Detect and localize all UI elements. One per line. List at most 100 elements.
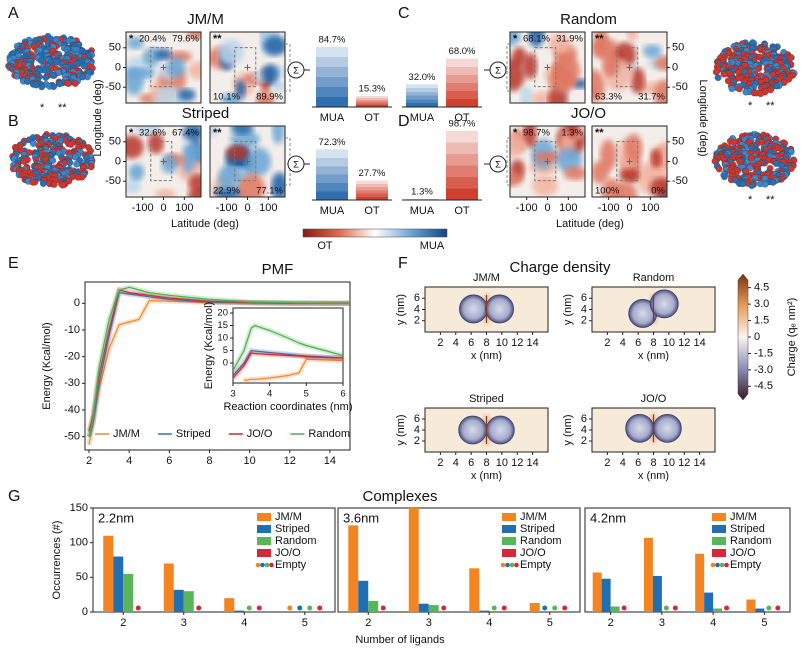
map-region: [234, 47, 257, 88]
x-tick-label: 12: [678, 337, 690, 349]
y-tick-label: 0: [223, 358, 228, 369]
map-blob: [651, 150, 662, 169]
y-tick-label: 5: [223, 345, 228, 356]
legend-dot: [500, 562, 506, 568]
chart-title: Charge density: [510, 259, 611, 276]
map-x-tick-label: 100: [559, 202, 577, 214]
legend-swatch: [502, 525, 516, 533]
ligand: [30, 140, 37, 147]
empty-dot: [246, 605, 252, 611]
plot-area: [232, 307, 344, 384]
empty-dot: [317, 605, 323, 611]
x-tick-label: 2: [437, 457, 443, 469]
charge-blob: [485, 415, 515, 445]
map-title: Striped: [182, 105, 230, 122]
map-blob: [510, 171, 523, 187]
colorbar-tick-label: 4.5: [754, 282, 769, 294]
map-x-tick-label: 0: [244, 202, 250, 214]
sum-symbol: Σ: [495, 160, 501, 171]
x-tick-label: 10: [243, 455, 255, 467]
x-axis-label: x (nm): [638, 350, 669, 362]
map-x-tick-label: -100: [132, 202, 154, 214]
legend-dot: [514, 562, 519, 568]
map-blob: [154, 48, 172, 61]
map-blob: [154, 84, 185, 103]
star: **: [766, 194, 775, 206]
nanoparticle: [712, 39, 798, 98]
subtitle: 2.2nm: [98, 510, 134, 525]
map-blob: [548, 33, 572, 54]
map-blob: [654, 55, 667, 71]
ligand: [748, 154, 755, 162]
legend-dot: [509, 562, 515, 568]
bar: [755, 608, 765, 612]
x-tick-label: 8: [483, 457, 489, 469]
map-x-tick-label: 100: [259, 202, 277, 214]
map-blob: [218, 38, 245, 66]
empty-dot: [196, 605, 202, 611]
panel-letter: E: [8, 255, 19, 272]
map-percent: 68.1%: [523, 34, 550, 45]
ligand: [80, 62, 88, 70]
ligand: [50, 83, 58, 90]
map-blob: [510, 57, 525, 92]
y-tick-label: -40: [64, 404, 80, 416]
x-tick-label: 14: [324, 455, 336, 467]
bar: [103, 535, 114, 612]
legend-label: Empty: [275, 559, 307, 571]
x-tick-label: 2: [120, 617, 126, 629]
legend-label: JM/M: [113, 428, 140, 440]
map-blob: [154, 189, 176, 197]
charge-blob: [459, 294, 488, 324]
value-label: 72.3%: [319, 137, 346, 148]
x-tick-label: 4: [486, 617, 492, 629]
map-blob: [626, 32, 638, 42]
empty-dot: [775, 605, 781, 611]
bar: [356, 96, 388, 107]
colorbar-tick-label: -4.5: [754, 380, 773, 392]
sum-symbol: Σ: [293, 160, 299, 171]
x-tick-label: 6: [468, 337, 474, 349]
map-x-tick-label: 0: [544, 202, 550, 214]
ligand: [787, 54, 795, 62]
map-blob: [523, 52, 538, 80]
map-cross: [244, 158, 251, 165]
y-axis-label: Energy (Kcal/mol): [203, 302, 215, 389]
legend-swatch: [712, 549, 726, 557]
x-tick-label: 14: [694, 457, 706, 469]
x-tick-label: 2: [604, 457, 610, 469]
map-title: JM/M: [187, 11, 224, 28]
map-blob: [188, 174, 201, 194]
heatmap-title: Striped: [469, 393, 504, 405]
panel-letter: A: [8, 5, 19, 22]
empty-dot: [256, 605, 262, 611]
map-blob: [186, 32, 201, 40]
y-tick-label: 6: [581, 292, 587, 304]
ligand: [64, 80, 72, 87]
map-y-tick-label: 0: [115, 155, 121, 167]
map-blob: [601, 178, 622, 197]
line: [233, 324, 343, 371]
bar: [695, 553, 705, 612]
map-blob: [520, 85, 533, 103]
x-axis-label: Number of ligands: [355, 634, 445, 646]
map-y-tick-label: 50: [109, 136, 121, 148]
bar: [234, 610, 245, 612]
ligand: [769, 178, 777, 186]
y-tick-label: 100: [70, 537, 88, 549]
nanoparticle: [711, 131, 798, 189]
map-percent: 67.4%: [172, 128, 199, 139]
map-blob: [592, 69, 606, 100]
legend-label: Random: [308, 428, 350, 440]
map-blob: [127, 36, 144, 50]
panel-letter: B: [8, 113, 19, 130]
legend-dot: [264, 562, 270, 568]
x-tick-label: 6: [468, 457, 474, 469]
bar: [652, 575, 662, 612]
empty-dot: [766, 605, 772, 611]
bar: [704, 592, 714, 612]
x-tick-label: 5: [302, 617, 308, 629]
clip-group: [233, 322, 343, 383]
clip-group: [210, 126, 285, 197]
ligand: [730, 139, 738, 147]
